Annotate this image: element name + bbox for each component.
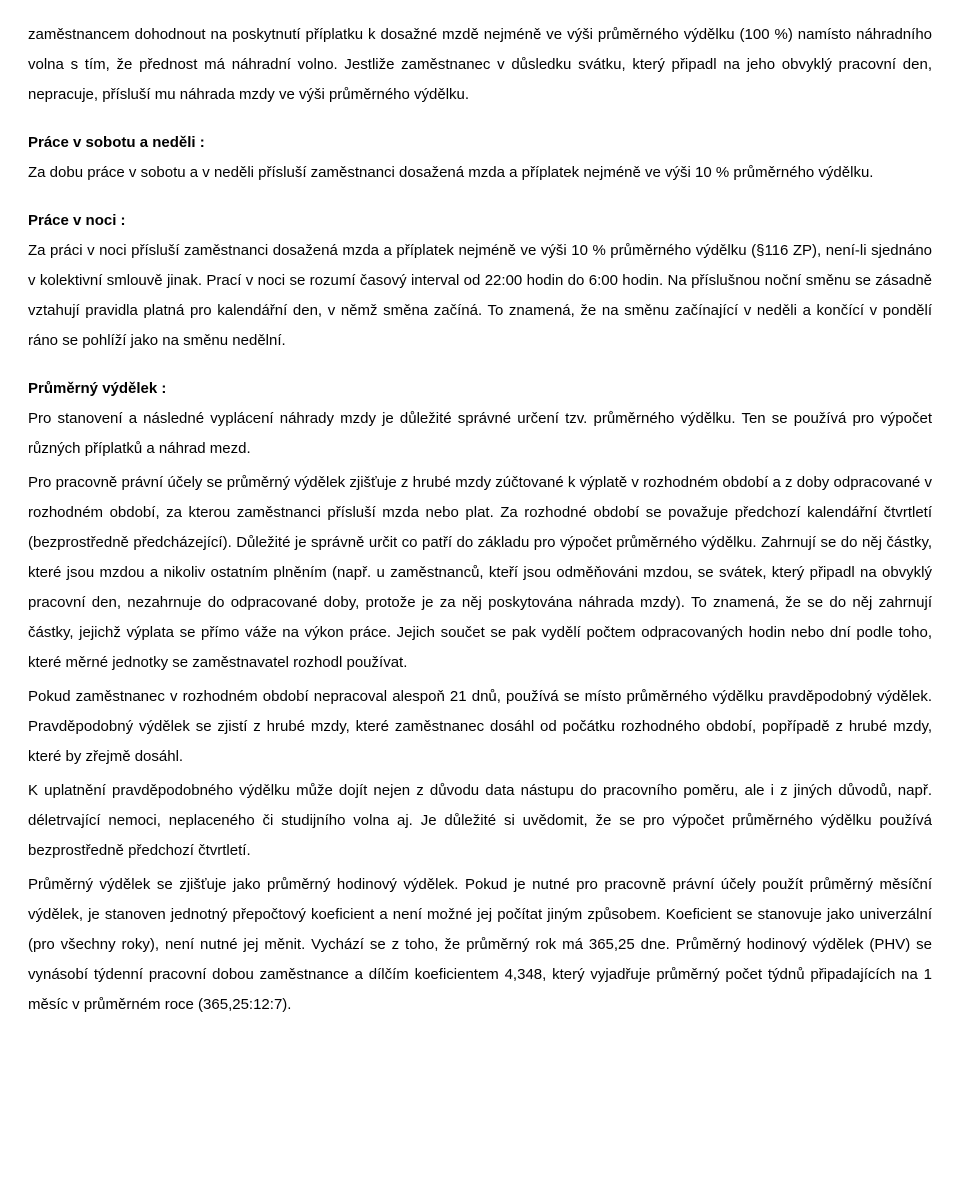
prumerny-p1: Pro stanovení a následné vyplácení náhra… bbox=[28, 404, 932, 464]
heading-noc: Práce v noci : bbox=[28, 206, 932, 236]
section-sobota: Práce v sobotu a neděli : Za dobu práce … bbox=[28, 128, 932, 188]
section-noc: Práce v noci : Za práci v noci přísluší … bbox=[28, 206, 932, 356]
prumerny-p5: Průměrný výdělek se zjišťuje jako průměr… bbox=[28, 870, 932, 1020]
section-prumerny: Průměrný výdělek : Pro stanovení a násle… bbox=[28, 374, 932, 1020]
heading-sobota: Práce v sobotu a neděli : bbox=[28, 128, 932, 158]
prumerny-p2: Pro pracovně právní účely se průměrný vý… bbox=[28, 468, 932, 678]
intro-paragraph: zaměstnancem dohodnout na poskytnutí pří… bbox=[28, 20, 932, 110]
prumerny-p3: Pokud zaměstnanec v rozhodném období nep… bbox=[28, 682, 932, 772]
noc-paragraph: Za práci v noci přísluší zaměstnanci dos… bbox=[28, 236, 932, 356]
sobota-paragraph: Za dobu práce v sobotu a v neděli příslu… bbox=[28, 158, 932, 188]
prumerny-p4: K uplatnění pravděpodobného výdělku může… bbox=[28, 776, 932, 866]
document-page: zaměstnancem dohodnout na poskytnutí pří… bbox=[0, 0, 960, 1203]
heading-prumerny: Průměrný výdělek : bbox=[28, 374, 932, 404]
